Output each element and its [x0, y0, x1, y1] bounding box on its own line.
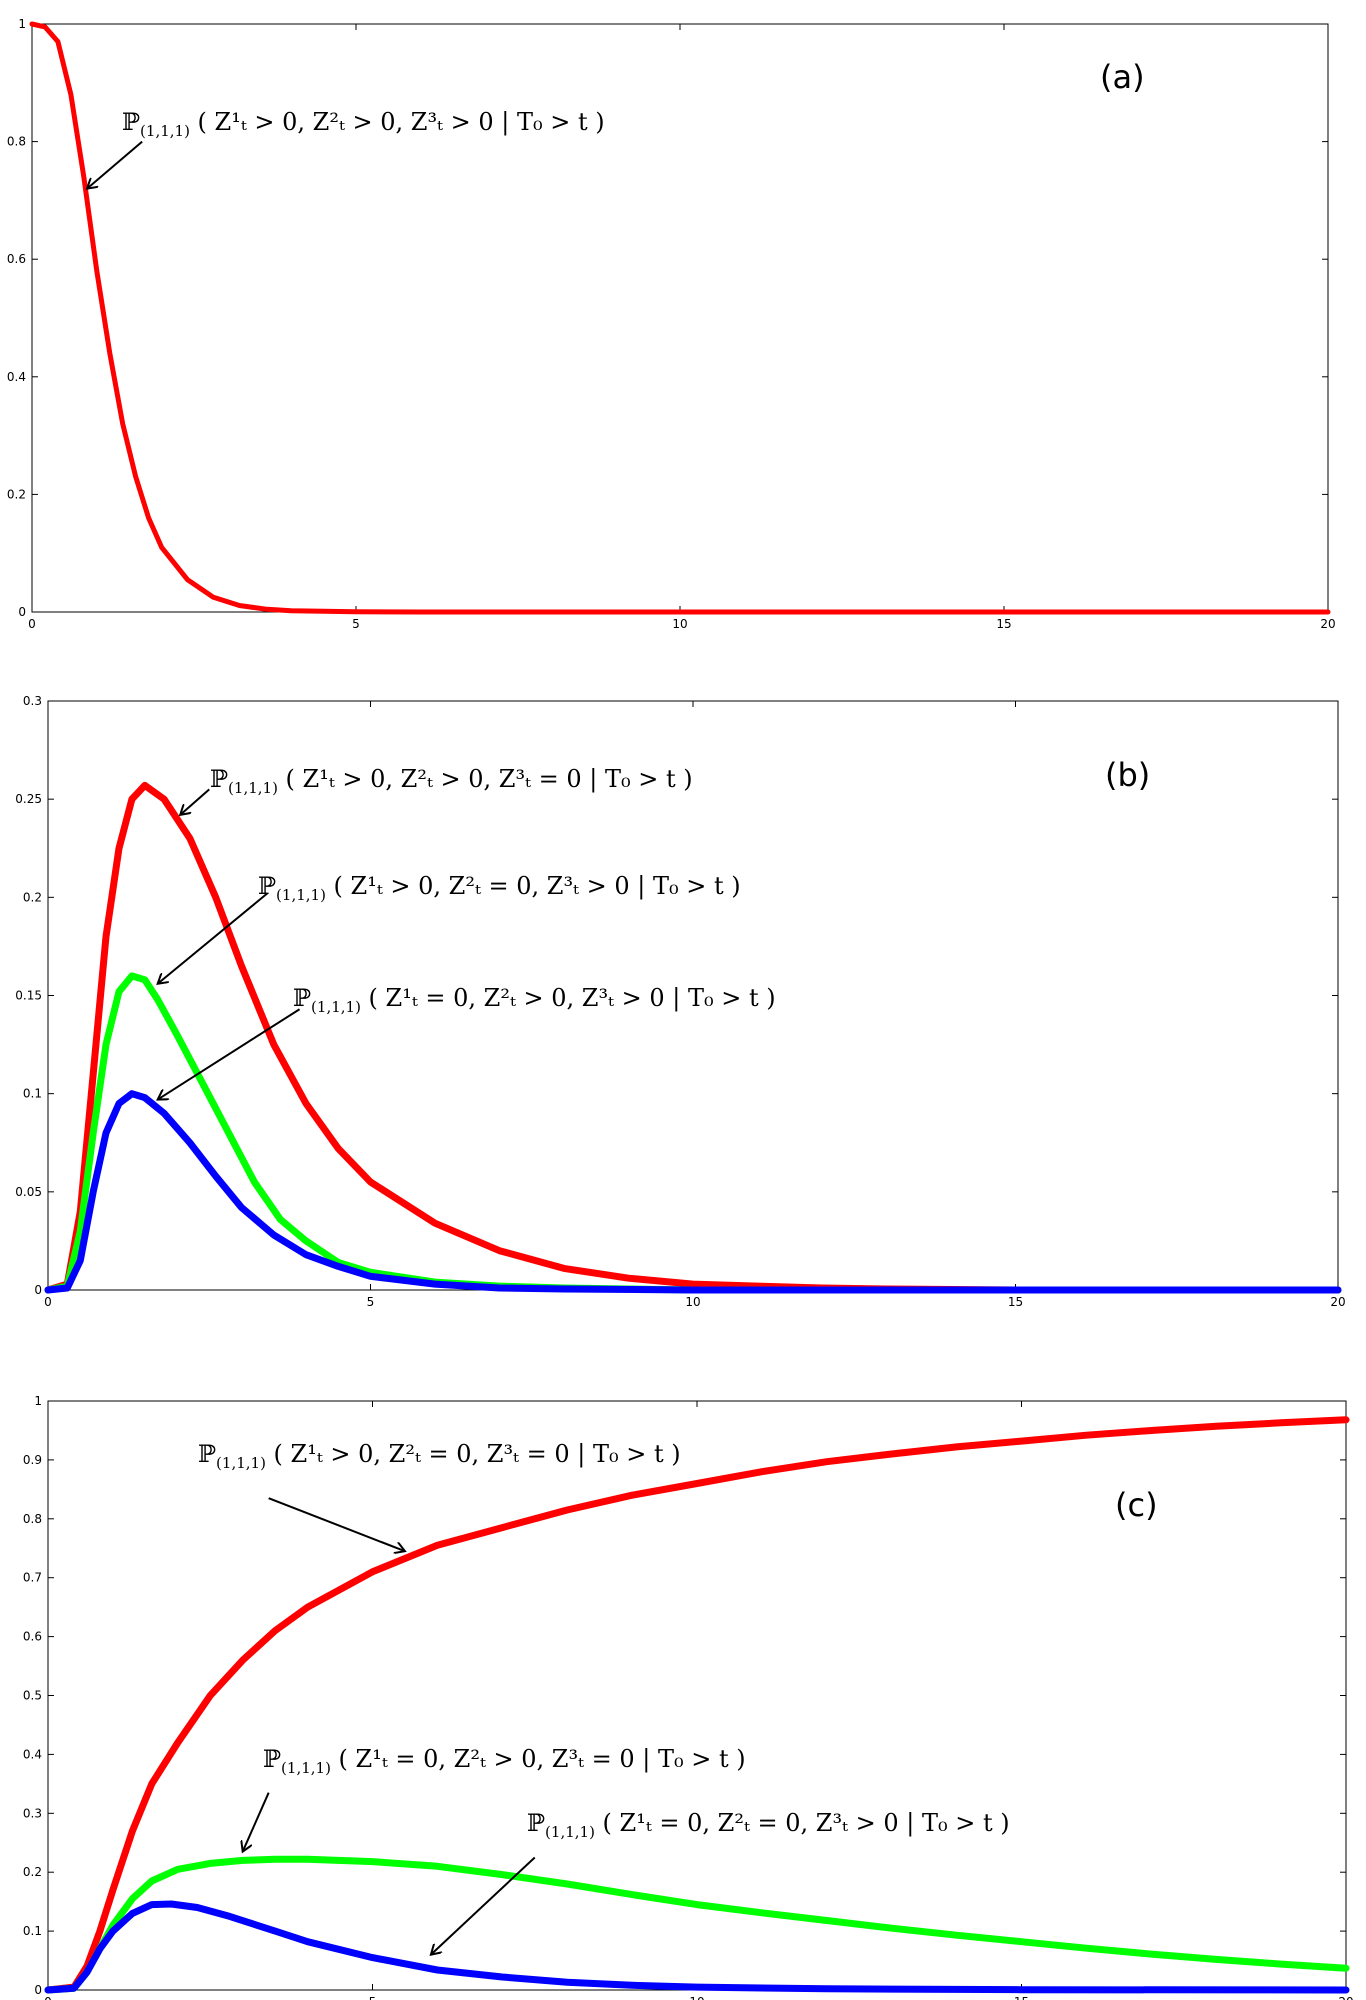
annotation-subscript: (1,1,1) [276, 886, 326, 904]
y-tick-label: 0.2 [23, 890, 42, 904]
annotation-condition: ( Z¹ₜ > 0, Z²ₜ = 0, Z³ₜ > 0 | T₀ > t ) [326, 872, 741, 901]
y-tick-label: 0.4 [23, 1747, 42, 1761]
annotation-prob-symbol: ℙ [122, 108, 140, 136]
y-tick-label: 1 [34, 1394, 42, 1408]
annotation-prob-symbol: ℙ [293, 984, 311, 1012]
y-tick-label: 0 [18, 605, 26, 619]
y-tick-label: 0.8 [23, 1512, 42, 1526]
x-tick-label: 15 [996, 617, 1011, 631]
y-tick-label: 0.7 [23, 1571, 42, 1585]
y-tick-label: 0.1 [23, 1087, 42, 1101]
series-line-3 [44, 1900, 1350, 1994]
annotation-arrow [431, 1856, 536, 1954]
annotation-arrow [158, 1008, 301, 1099]
annotation-label: ℙ(1,1,1) ( Z¹ₜ > 0, Z²ₜ = 0, Z³ₜ = 0 | T… [198, 1440, 681, 1472]
panel-label: (b) [1105, 756, 1150, 794]
annotation-label: ℙ(1,1,1) ( Z¹ₜ > 0, Z²ₜ = 0, Z³ₜ > 0 | T… [258, 872, 741, 904]
y-tick-label: 0.5 [23, 1689, 42, 1703]
y-tick-label: 0.8 [7, 135, 26, 149]
annotation-arrow [243, 1792, 270, 1852]
x-tick-label: 5 [352, 617, 360, 631]
x-tick-label: 10 [672, 617, 687, 631]
annotation-label: ℙ(1,1,1) ( Z¹ₜ = 0, Z²ₜ > 0, Z³ₜ = 0 | T… [263, 1745, 746, 1777]
y-tick-label: 0.3 [23, 694, 42, 708]
annotation-label: ℙ(1,1,1) ( Z¹ₜ = 0, Z²ₜ = 0, Z³ₜ > 0 | T… [527, 1809, 1010, 1841]
annotation-label: ℙ(1,1,1) ( Z¹ₜ > 0, Z²ₜ > 0, Z³ₜ = 0 | T… [210, 765, 693, 797]
series-line-1 [44, 781, 1342, 1294]
annotation-label: ℙ(1,1,1) ( Z¹ₜ = 0, Z²ₜ > 0, Z³ₜ > 0 | T… [293, 984, 776, 1016]
x-tick-label: 15 [1008, 1295, 1023, 1309]
x-tick-label: 0 [28, 617, 36, 631]
annotation-condition: ( Z¹ₜ = 0, Z²ₜ = 0, Z³ₜ > 0 | T₀ > t ) [595, 1809, 1010, 1838]
x-tick-label: 20 [1338, 1995, 1353, 2000]
x-tick-label: 20 [1320, 617, 1335, 631]
y-tick-label: 0 [34, 1983, 42, 1997]
annotation-arrow [87, 140, 143, 189]
annotation-arrow [268, 1497, 405, 1551]
annotation-prob-symbol: ℙ [263, 1745, 281, 1773]
y-tick-label: 0.1 [23, 1924, 42, 1938]
annotation-prob-symbol: ℙ [210, 765, 228, 793]
annotation-condition: ( Z¹ₜ > 0, Z²ₜ = 0, Z³ₜ = 0 | T₀ > t ) [266, 1440, 681, 1469]
x-tick-label: 5 [369, 1995, 377, 2000]
annotation-subscript: (1,1,1) [140, 122, 190, 140]
x-tick-label: 0 [44, 1295, 52, 1309]
chart-panel-b: 0 5 10 15 2000.050.10.150.20.250.3(b)ℙ(1,1,1… [15, 694, 1345, 1309]
annotation-subscript: (1,1,1) [281, 1759, 331, 1777]
annotation-subscript: (1,1,1) [311, 998, 361, 1016]
y-tick-label: 0.25 [15, 792, 42, 806]
y-tick-label: 0.2 [23, 1865, 42, 1879]
panel-label: (a) [1100, 58, 1145, 96]
y-tick-label: 0.2 [7, 487, 26, 501]
annotation-condition: ( Z¹ₜ = 0, Z²ₜ > 0, Z³ₜ = 0 | T₀ > t ) [331, 1745, 746, 1774]
annotation-condition: ( Z¹ₜ = 0, Z²ₜ > 0, Z³ₜ > 0 | T₀ > t ) [361, 984, 776, 1013]
annotation-prob-symbol: ℙ [258, 872, 276, 900]
x-tick-label: 0 [44, 1995, 52, 2000]
y-tick-label: 0.15 [15, 989, 42, 1003]
y-tick-label: 0.3 [23, 1806, 42, 1820]
x-tick-label: 10 [689, 1995, 704, 2000]
y-tick-label: 0 [34, 1283, 42, 1297]
annotation-prob-symbol: ℙ [198, 1440, 216, 1468]
y-tick-label: 1 [18, 17, 26, 31]
annotation-prob-symbol: ℙ [527, 1809, 545, 1837]
x-tick-label: 5 [367, 1295, 375, 1309]
x-tick-label: 20 [1330, 1295, 1345, 1309]
annotation-condition: ( Z¹ₜ > 0, Z²ₜ > 0, Z³ₜ > 0 | T₀ > t ) [190, 108, 605, 137]
y-tick-label: 0.6 [7, 252, 26, 266]
x-tick-label: 10 [685, 1295, 700, 1309]
y-tick-label: 0.9 [23, 1453, 42, 1467]
series-line-2 [44, 972, 1342, 1294]
y-tick-label: 0.05 [15, 1185, 42, 1199]
annotation-arrow [158, 892, 268, 983]
y-tick-label: 0.6 [23, 1630, 42, 1644]
series-line-3 [44, 1090, 1342, 1294]
series-line-2 [44, 1855, 1350, 1994]
annotation-subscript: (1,1,1) [228, 779, 278, 797]
series-line-1 [44, 1416, 1350, 1994]
chart-panel-c: 0 5 10 15 20 0 0.1 0.2 0.3 0.4 0.5 0.6 0.7 0.8 0.9 1 (c)… [23, 1394, 1354, 2000]
annotation-subscript: (1,1,1) [216, 1454, 266, 1472]
annotation-label: ℙ(1,1,1) ( Z¹ₜ > 0, Z²ₜ > 0, Z³ₜ > 0 | T… [122, 108, 605, 140]
annotation-arrow [180, 788, 210, 815]
x-tick-label: 15 [1014, 1995, 1029, 2000]
annotation-condition: ( Z¹ₜ > 0, Z²ₜ > 0, Z³ₜ = 0 | T₀ > t ) [278, 765, 693, 794]
y-tick-label: 0.4 [7, 370, 26, 384]
panel-label: (c) [1115, 1486, 1158, 1524]
annotation-subscript: (1,1,1) [545, 1823, 595, 1841]
chart-panel-a: 0 5 10 15 20 0 0.2 0.4 0.6 0.8 1 (a) ℙ(1,1,1) ( Z¹ₜ … [7, 17, 1336, 631]
series-line-1 [29, 21, 1331, 615]
